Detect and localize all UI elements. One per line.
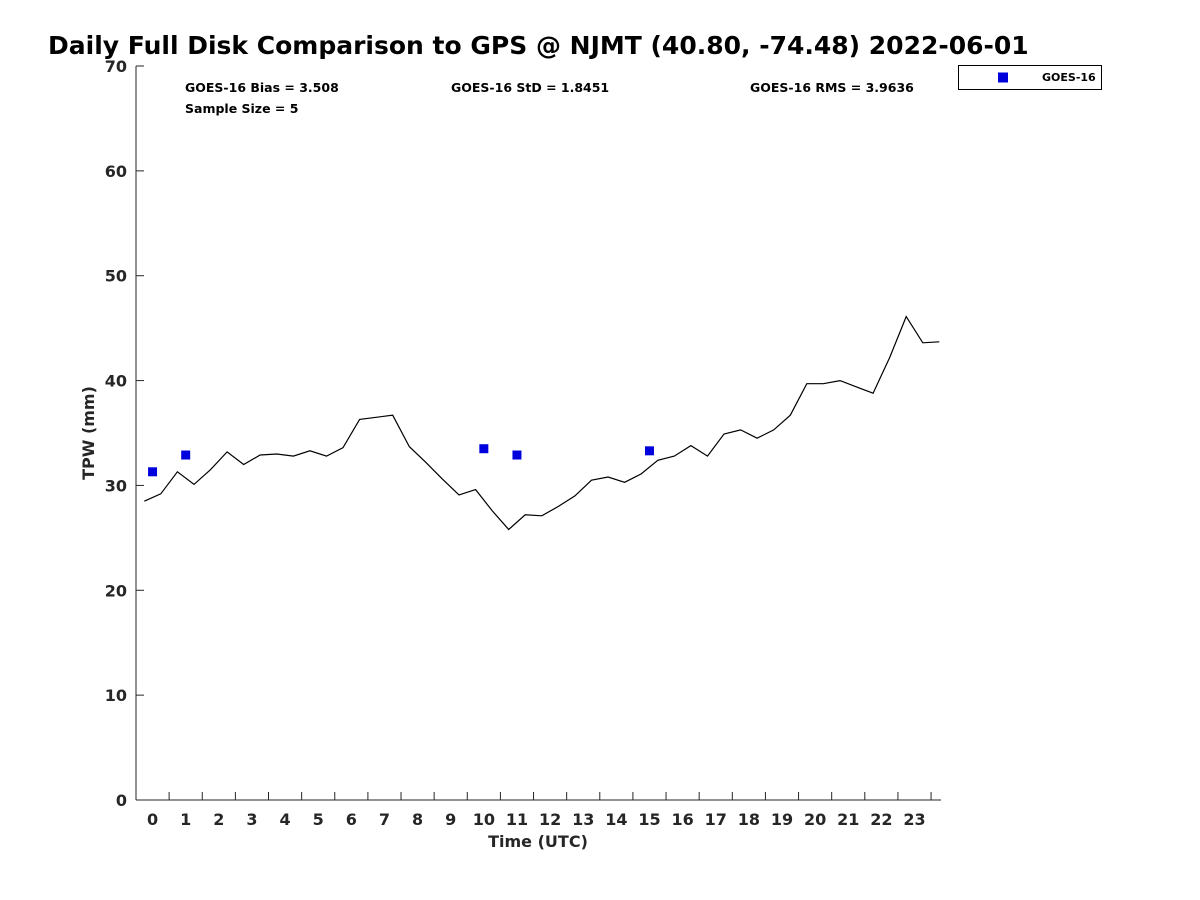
x-tick-label: 11: [506, 810, 528, 829]
x-tick-label: 15: [638, 810, 660, 829]
sample-size-stat: Sample Size = 5: [185, 101, 298, 116]
bias-stat: GOES-16 Bias = 3.508: [185, 80, 339, 95]
x-tick-label: 0: [147, 810, 158, 829]
x-tick-label: 19: [771, 810, 793, 829]
legend-marker-goes16: [998, 72, 1008, 83]
x-tick-label: 1: [180, 810, 191, 829]
x-tick-label: 20: [804, 810, 826, 829]
x-tick-label: 7: [379, 810, 390, 829]
goes16-point: [181, 450, 191, 460]
y-tick-label: 60: [105, 162, 127, 181]
x-axis-label: Time (UTC): [488, 832, 588, 851]
x-tick-label: 12: [539, 810, 561, 829]
x-tick-label: 17: [705, 810, 727, 829]
y-axis-label: TPW (mm): [79, 386, 98, 480]
legend: GOES-16: [958, 65, 1102, 90]
goes16-point: [479, 444, 489, 454]
x-axis: 0 1 2 3 4 5 6 7 8 9 10 11 12 13 14 15 16 17 18 19 20 21 22 23: [147, 792, 932, 829]
y-tick-label: 30: [105, 476, 127, 495]
y-tick-label: 70: [105, 57, 127, 76]
goes16-point: [644, 446, 654, 456]
rms-stat: GOES-16 RMS = 3.9636: [750, 80, 914, 95]
plot-frame: [135, 66, 941, 801]
x-tick-label: 22: [870, 810, 892, 829]
y-tick-label: 20: [105, 581, 127, 600]
y-tick-label: 50: [105, 267, 127, 286]
legend-label-goes16: GOES-16: [1042, 71, 1096, 84]
x-tick-label: 6: [346, 810, 357, 829]
x-tick-label: 18: [738, 810, 760, 829]
series-layer: [144, 315, 940, 531]
legend-box: [958, 65, 1102, 90]
y-axis: 0 10 20 30 40 50 60 70: [105, 57, 144, 810]
goes16-point: [512, 450, 522, 460]
y-tick-label: 10: [105, 686, 127, 705]
x-tick-label: 14: [605, 810, 627, 829]
chart-title: Daily Full Disk Comparison to GPS @ NJMT…: [48, 31, 1029, 60]
std-stat: GOES-16 StD = 1.8451: [451, 80, 609, 95]
x-tick-label: 16: [671, 810, 693, 829]
x-tick-label: 2: [213, 810, 224, 829]
x-tick-label: 10: [473, 810, 495, 829]
x-tick-label: 5: [313, 810, 324, 829]
goes16-point: [148, 467, 158, 477]
x-tick-label: 3: [246, 810, 257, 829]
x-tick-label: 8: [412, 810, 423, 829]
x-tick-label: 9: [445, 810, 456, 829]
x-tick-label: 21: [837, 810, 859, 829]
x-tick-label: 4: [280, 810, 291, 829]
y-tick-label: 40: [105, 372, 127, 391]
x-tick-label: 23: [903, 810, 925, 829]
gps-tpw-line: [144, 315, 940, 531]
y-tick-label: 0: [116, 791, 127, 810]
x-tick-label: 13: [572, 810, 594, 829]
